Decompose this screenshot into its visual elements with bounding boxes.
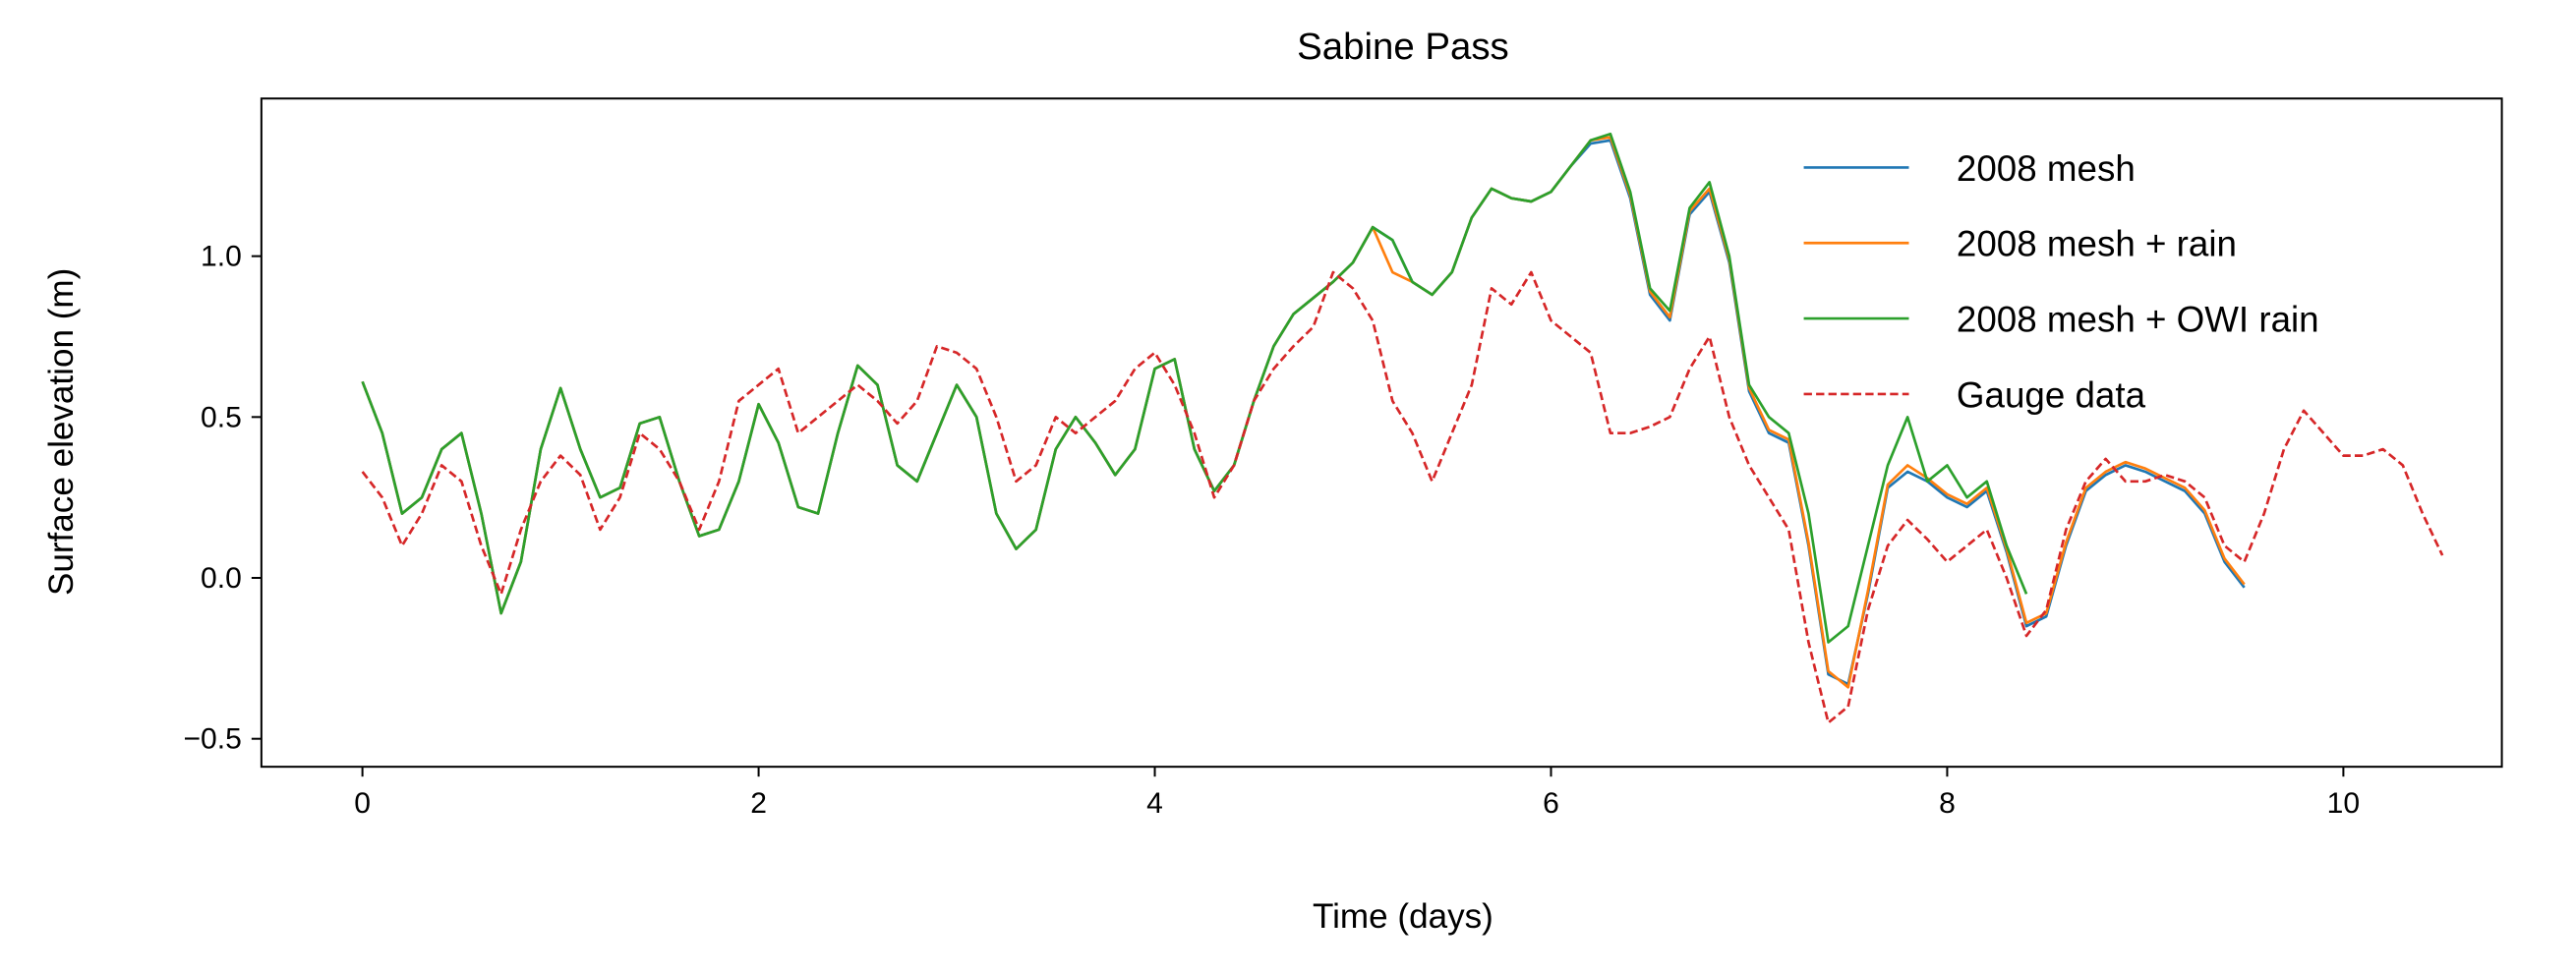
legend-label: 2008 mesh + rain [1957, 224, 2237, 264]
x-tick-label: 10 [2327, 787, 2360, 820]
x-tick-label: 2 [750, 787, 767, 820]
series-line [361, 270, 2444, 724]
series-line [361, 132, 2028, 644]
x-axis-label: Time (days) [1313, 897, 1493, 936]
y-tick-label: −0.5 [183, 723, 241, 756]
x-tick-label: 0 [354, 787, 371, 820]
plot-frame [260, 97, 2503, 769]
y-axis-label: Surface elevation (m) [42, 268, 81, 596]
y-tick-label: 0.0 [201, 562, 242, 595]
legend-label: 2008 mesh [1957, 148, 2136, 189]
y-tick-label: 1.0 [201, 241, 242, 273]
x-tick-label: 8 [1939, 787, 1956, 820]
legend-label: Gauge data [1957, 374, 2146, 415]
y-tick-label: 0.5 [201, 401, 242, 433]
chart-title: Sabine Pass [1297, 26, 1509, 68]
x-tick-label: 4 [1146, 787, 1163, 820]
legend-label: 2008 mesh + OWI rain [1957, 299, 2319, 339]
x-tick-label: 6 [1543, 787, 1559, 820]
